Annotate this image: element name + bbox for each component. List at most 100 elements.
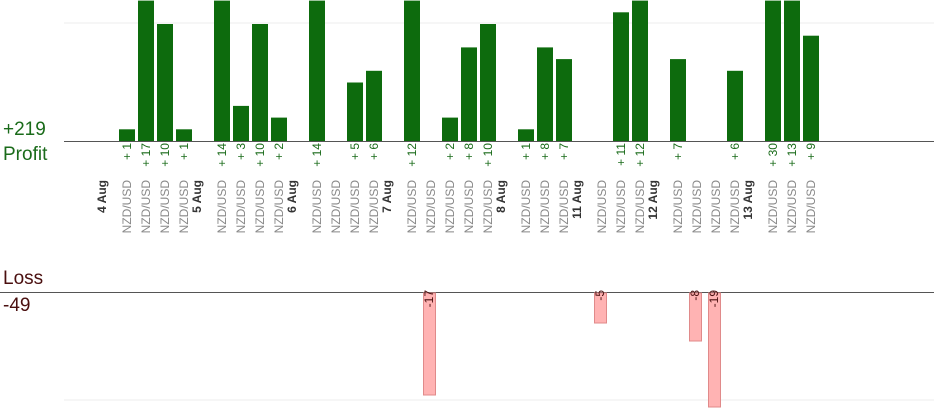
loss-label: Loss — [3, 268, 44, 289]
loss-value-label: -19 — [707, 290, 721, 308]
pair-label: NZD/USD — [709, 180, 723, 234]
profit-bar — [613, 12, 629, 141]
loss-bar — [594, 292, 607, 324]
profit-value-label: + 8 — [538, 143, 552, 160]
loss-value-label: -8 — [688, 290, 702, 301]
pair-label: NZD/USD — [614, 180, 628, 234]
profit-bar — [556, 59, 572, 141]
pair-label: NZD/USD — [690, 180, 704, 234]
pair-label: NZD/USD — [120, 180, 134, 234]
profit-value-label: + 8 — [462, 143, 476, 160]
pair-label: NZD/USD — [367, 180, 381, 234]
pair-label: NZD/USD — [329, 180, 343, 234]
profit-value-label: + 7 — [671, 143, 685, 160]
profit-bar — [138, 0, 154, 141]
pair-label: NZD/USD — [462, 180, 476, 234]
pair-label: NZD/USD — [595, 180, 609, 234]
pair-label: NZD/USD — [443, 180, 457, 234]
pair-label: NZD/USD — [158, 180, 172, 234]
pair-label: NZD/USD — [215, 180, 229, 234]
profit-bar — [404, 0, 420, 141]
pair-label: NZD/USD — [405, 180, 419, 234]
profit-value-label: + 12 — [633, 143, 647, 167]
profit-value-label: + 13 — [785, 143, 799, 167]
profit-value-label: + 2 — [272, 143, 286, 160]
date-label: 13 Aug — [741, 180, 755, 220]
pair-label: NZD/USD — [804, 180, 818, 234]
profit-value-label: + 10 — [158, 143, 172, 167]
profit-bar — [233, 105, 249, 141]
date-label: 8 Aug — [494, 180, 508, 213]
profit-bar — [252, 24, 268, 141]
pair-label: NZD/USD — [234, 180, 248, 234]
loss-value-label: -5 — [593, 290, 607, 301]
pair-label: NZD/USD — [671, 180, 685, 234]
profit-bar — [119, 129, 135, 141]
date-label: 12 Aug — [646, 180, 660, 220]
pair-label: NZD/USD — [139, 180, 153, 234]
profit-bar — [784, 0, 800, 141]
profit-value-label: + 17 — [139, 143, 153, 167]
pair-label: NZD/USD — [481, 180, 495, 234]
profit-value-label: + 14 — [310, 143, 324, 167]
pair-label: NZD/USD — [519, 180, 533, 234]
profit-value-label: + 1 — [177, 143, 191, 160]
profit-bar — [366, 70, 382, 141]
pair-label: NZD/USD — [348, 180, 362, 234]
profit-bar — [765, 0, 781, 141]
profit-value-label: + 1 — [120, 143, 134, 160]
profit-bar — [271, 117, 287, 141]
profit-value-label: + 2 — [443, 143, 457, 160]
pair-label: NZD/USD — [633, 180, 647, 234]
profit-value-label: + 5 — [348, 143, 362, 160]
loss-bar — [708, 292, 721, 408]
profit-value-label: + 6 — [367, 143, 381, 160]
date-label: 11 Aug — [570, 180, 584, 219]
pair-label: NZD/USD — [272, 180, 286, 234]
pair-label: NZD/USD — [766, 180, 780, 234]
profit-value-label: + 14 — [215, 143, 229, 167]
loss-value-label: -17 — [422, 290, 436, 308]
profit-total: +219 — [3, 119, 46, 140]
profit-bar — [214, 0, 230, 141]
date-label: 4 Aug — [95, 180, 109, 213]
profit-bar — [518, 129, 534, 141]
pair-label: NZD/USD — [253, 180, 267, 234]
profit-value-label: + 12 — [405, 143, 419, 167]
pair-label: NZD/USD — [538, 180, 552, 234]
date-label: 7 Aug — [380, 180, 394, 213]
profit-bar — [727, 70, 743, 141]
loss-bar — [423, 292, 436, 396]
profit-bar — [803, 35, 819, 142]
profit-value-label: + 3 — [234, 143, 248, 160]
profit-value-label: + 9 — [804, 143, 818, 160]
pair-label: NZD/USD — [557, 180, 571, 234]
profit-bar — [461, 47, 477, 141]
profit-bar — [176, 129, 192, 141]
profit-value-label: + 6 — [728, 143, 742, 160]
pair-label: NZD/USD — [424, 180, 438, 234]
profit-bar — [309, 0, 325, 141]
profit-value-label: + 7 — [557, 143, 571, 160]
profit-bar — [537, 47, 553, 141]
profit-value-label: + 11 — [614, 143, 628, 166]
profit-value-label: + 10 — [253, 143, 267, 167]
loss-total: -49 — [3, 295, 31, 316]
profit-bar — [157, 24, 173, 141]
profit-bar — [632, 0, 648, 141]
profit-value-label: + 30 — [766, 143, 780, 167]
profit-value-label: + 1 — [519, 143, 533, 160]
profit-label: Profit — [3, 144, 48, 165]
profit-value-label: + 10 — [481, 143, 495, 167]
date-label: 5 Aug — [190, 180, 204, 213]
pair-label: NZD/USD — [310, 180, 324, 234]
pair-label: NZD/USD — [177, 180, 191, 234]
profit-bar — [442, 117, 458, 141]
profit-bar — [670, 59, 686, 141]
pair-label: NZD/USD — [785, 180, 799, 234]
profit-bar — [347, 82, 363, 141]
loss-bar — [689, 292, 702, 342]
pair-label: NZD/USD — [728, 180, 742, 234]
date-label: 6 Aug — [285, 180, 299, 213]
